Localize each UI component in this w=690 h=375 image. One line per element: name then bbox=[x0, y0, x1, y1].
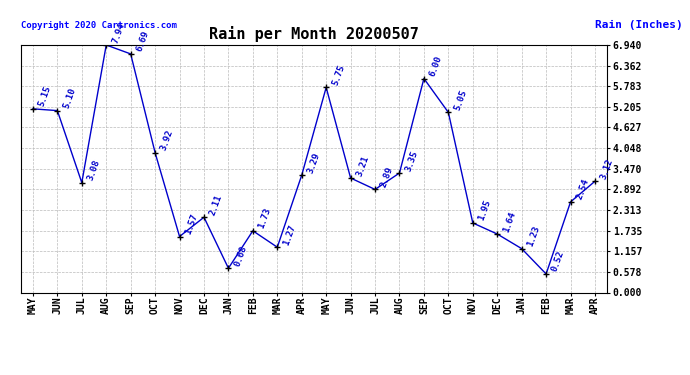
Text: 3.92: 3.92 bbox=[159, 129, 175, 152]
Text: 3.08: 3.08 bbox=[86, 159, 101, 182]
Text: 2.89: 2.89 bbox=[380, 165, 395, 189]
Text: 5.10: 5.10 bbox=[61, 87, 77, 110]
Text: 0.52: 0.52 bbox=[550, 250, 566, 273]
Text: 3.12: 3.12 bbox=[599, 157, 615, 180]
Text: 1.95: 1.95 bbox=[477, 199, 493, 222]
Text: 5.15: 5.15 bbox=[37, 85, 53, 108]
Text: 2.11: 2.11 bbox=[208, 193, 224, 216]
Text: 5.75: 5.75 bbox=[331, 63, 346, 87]
Text: 1.57: 1.57 bbox=[184, 213, 199, 236]
Text: 3.29: 3.29 bbox=[306, 151, 322, 174]
Text: Copyright 2020 Cartronics.com: Copyright 2020 Cartronics.com bbox=[21, 21, 177, 30]
Text: 1.23: 1.23 bbox=[526, 225, 542, 248]
Text: Rain (Inches): Rain (Inches) bbox=[595, 20, 683, 30]
Text: 3.35: 3.35 bbox=[404, 149, 420, 172]
Text: 1.64: 1.64 bbox=[502, 210, 518, 233]
Text: 7.94: 7.94 bbox=[110, 21, 126, 44]
Text: 5.05: 5.05 bbox=[453, 88, 469, 112]
Text: 3.21: 3.21 bbox=[355, 154, 371, 177]
Text: 1.73: 1.73 bbox=[257, 207, 273, 230]
Text: 6.00: 6.00 bbox=[428, 54, 444, 78]
Title: Rain per Month 20200507: Rain per Month 20200507 bbox=[209, 27, 419, 42]
Text: 0.68: 0.68 bbox=[233, 244, 248, 267]
Text: 6.69: 6.69 bbox=[135, 30, 150, 53]
Text: 1.27: 1.27 bbox=[282, 223, 297, 246]
Text: 2.54: 2.54 bbox=[575, 178, 591, 201]
